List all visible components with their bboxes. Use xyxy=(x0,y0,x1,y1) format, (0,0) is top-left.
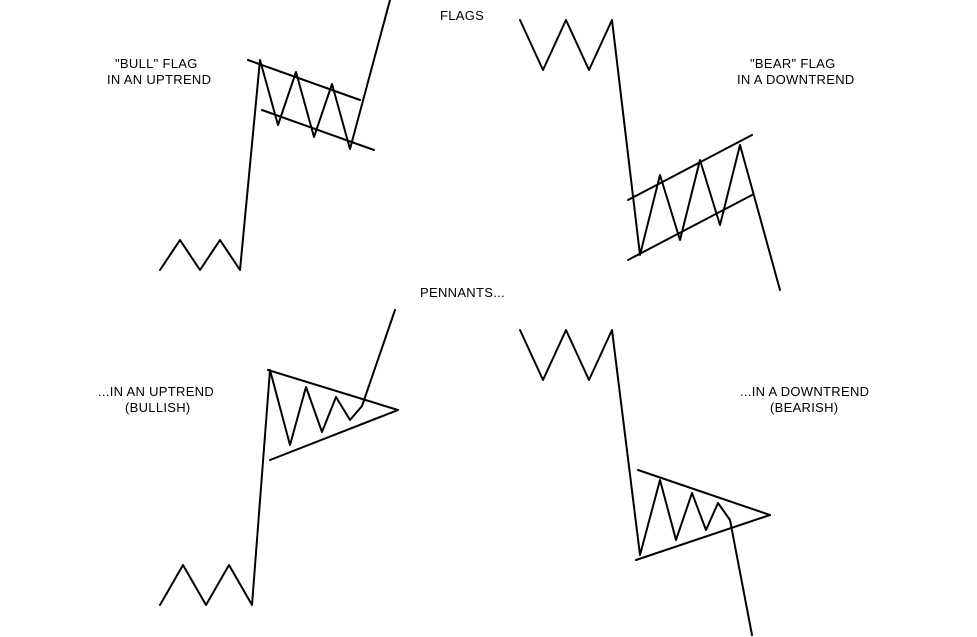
bull_pennant-channel-bottom xyxy=(270,410,398,460)
bear_pennant-price-path xyxy=(520,330,752,635)
bear_pennant-channel-top xyxy=(638,470,770,515)
patterns-svg xyxy=(0,0,977,637)
bull_flag-price-path xyxy=(160,0,390,270)
diagram-canvas: FLAGS PENNANTS... "BULL" FLAG IN AN UPTR… xyxy=(0,0,977,637)
bull_flag-channel-bottom xyxy=(262,110,374,150)
